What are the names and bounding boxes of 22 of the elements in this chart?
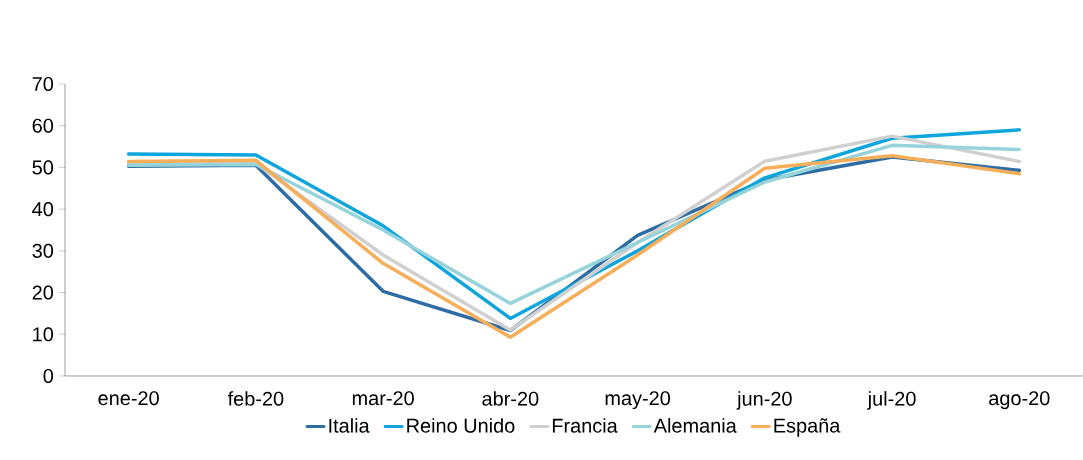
y-tick-label: 70 bbox=[32, 76, 54, 92]
y-tick-label: 60 bbox=[32, 118, 54, 133]
x-tick-label: ago-20 bbox=[989, 391, 1050, 410]
legend-label: Francia bbox=[552, 418, 618, 433]
legend-label: Reino Unido bbox=[407, 418, 515, 433]
legend-label: Italia bbox=[329, 418, 370, 433]
y-tick-label: 10 bbox=[33, 327, 54, 342]
x-tick-label: mar-20 bbox=[352, 391, 414, 406]
y-tick-label: 40 bbox=[32, 202, 54, 217]
line-series bbox=[126, 143, 1022, 306]
legend-label: España bbox=[774, 418, 841, 437]
y-tick-label: 0 bbox=[43, 368, 54, 384]
x-tick-label: ene-20 bbox=[98, 391, 159, 406]
x-tick-label: jul-20 bbox=[867, 391, 916, 410]
y-tick-label: 30 bbox=[32, 243, 54, 258]
legend-label: Alemania bbox=[653, 418, 737, 433]
x-tick-label: may-20 bbox=[605, 391, 671, 410]
x-tick-label: abr-20 bbox=[482, 391, 539, 406]
y-tick-label: 50 bbox=[32, 160, 54, 175]
x-tick-label: feb-20 bbox=[227, 391, 284, 406]
y-tick-label: 20 bbox=[32, 285, 54, 300]
x-tick-label: jun-20 bbox=[736, 391, 792, 410]
